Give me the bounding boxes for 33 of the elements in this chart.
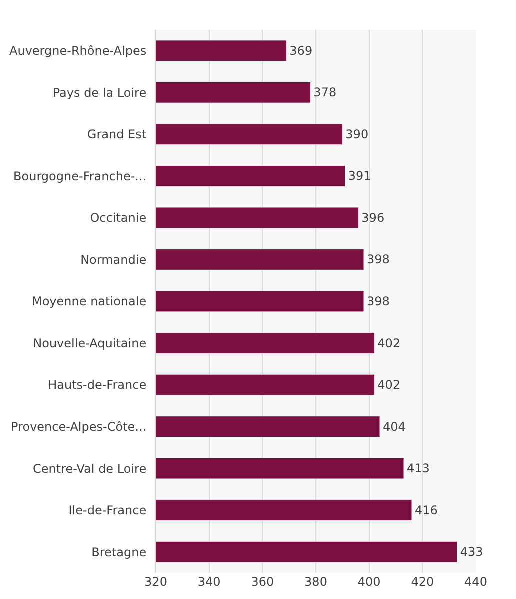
y-tick-label: Grand Est [87,128,147,142]
data-label: 390 [346,127,369,142]
data-label: 391 [348,169,372,184]
x-tick-label: 340 [198,575,221,589]
data-label: 398 [367,252,390,267]
data-label: 402 [378,336,401,350]
data-label: 413 [407,462,430,476]
x-tick-label: 440 [464,575,488,589]
data-label: 402 [378,378,401,392]
y-tick-label: Hauts-de-France [48,378,147,392]
x-tick-label: 320 [144,575,168,589]
y-tick-label: Nouvelle-Aquitaine [33,336,147,350]
y-tick-label: Ile-de-France [68,504,147,518]
y-tick-label: Moyenne nationale [32,294,147,309]
data-label: 396 [362,210,385,225]
x-tick-label: 380 [304,575,328,589]
data-label: 433 [460,545,484,560]
x-tick-label: 360 [251,575,274,589]
x-tick-label: 400 [358,575,381,589]
y-tick-label: Bretagne [92,545,147,560]
data-label: 369 [290,44,313,58]
y-tick-label: Occitanie [90,211,147,226]
y-tick-label: Pays de la Loire [52,86,147,100]
data-label: 378 [314,86,337,100]
y-tick-label: Normandie [80,252,147,267]
data-label: 404 [383,420,406,434]
y-tick-label: Auvergne-Rhône-Alpes [10,44,147,58]
x-tick-label: 420 [411,575,434,589]
y-tick-label: Bourgogne-Franche-... [14,169,147,184]
data-label: 416 [415,503,438,518]
y-tick-label: Provence-Alpes-Côte... [11,420,147,434]
y-tick-label: Centre-Val de Loire [33,462,147,476]
data-label: 398 [367,294,390,308]
